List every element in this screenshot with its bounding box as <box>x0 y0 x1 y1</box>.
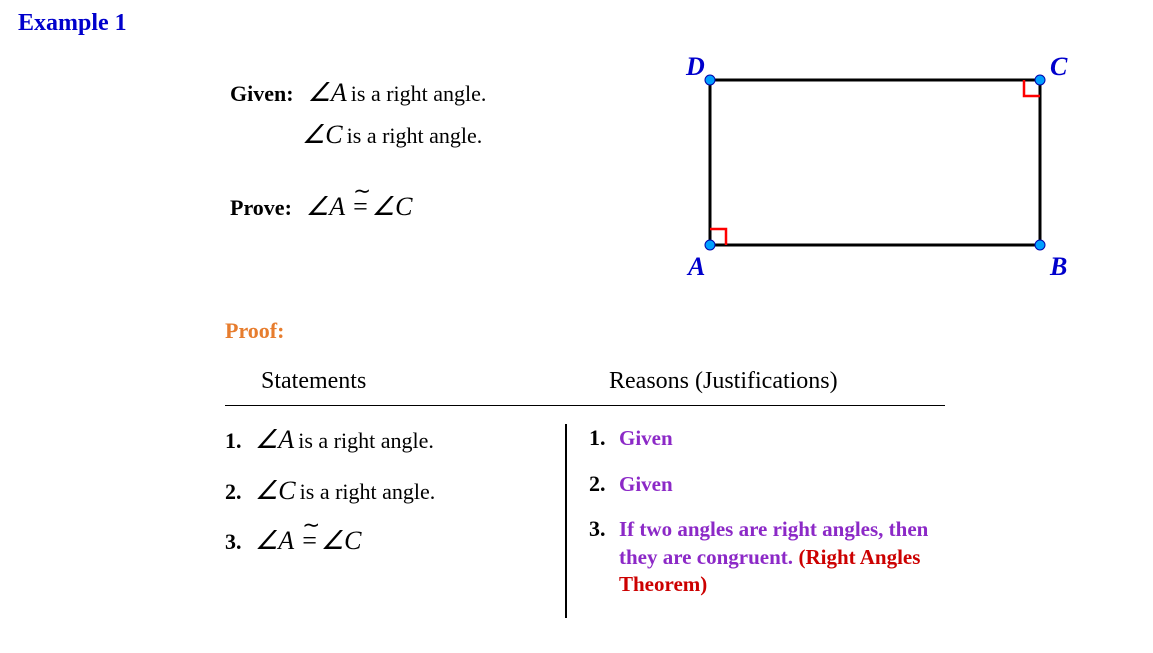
reason-text-2: Given <box>619 471 673 497</box>
vertex-b-point <box>1035 240 1045 250</box>
rectangle-shape <box>710 80 1040 245</box>
stmt-math-1: ∠A <box>255 424 294 457</box>
stmt-text-2: is a right angle. <box>300 478 436 506</box>
congruent-symbol: =∼ <box>353 192 368 222</box>
reason-text-3-wrap: If two angles are right angles, then the… <box>619 515 945 598</box>
table-body: 1. ∠A is a right angle. 2. ∠C is a right… <box>225 424 945 618</box>
vertex-label-a: A <box>686 252 705 281</box>
vertex-a-point <box>705 240 715 250</box>
stmt-num-2: 2. <box>225 478 247 506</box>
given-math-2: ∠C <box>302 120 343 150</box>
reason-text-1: Given <box>619 425 673 451</box>
vertex-label-d: D <box>685 55 705 81</box>
statement-row-2: 2. ∠C is a right angle. <box>225 475 555 508</box>
example-title: Example 1 <box>18 10 127 37</box>
given-row-2: ∠C is a right angle. <box>302 120 486 150</box>
proof-table: Statements Reasons (Justifications) 1. ∠… <box>225 368 945 618</box>
reason-row-1: 1. Given <box>589 424 945 452</box>
prove-row: Prove: ∠A =∼ ∠C <box>230 192 416 222</box>
vertex-label-b: B <box>1049 252 1067 281</box>
statement-row-1: 1. ∠A is a right angle. <box>225 424 555 457</box>
page: Example 1 Given: ∠A is a right angle. ∠C… <box>0 0 1153 653</box>
prove-label: Prove: <box>230 195 292 221</box>
vertex-c-point <box>1035 75 1045 85</box>
header-reasons: Reasons (Justifications) <box>591 368 945 395</box>
reason-num-1: 1. <box>589 424 611 452</box>
given-math-1: ∠A <box>308 78 347 108</box>
stmt-num-3: 3. <box>225 528 247 556</box>
given-label: Given: <box>230 81 294 107</box>
statement-row-3: 3. ∠A =∼ ∠C <box>225 525 555 558</box>
reason-row-2: 2. Given <box>589 470 945 498</box>
stmt-math-2: ∠C <box>255 475 296 508</box>
reason-num-2: 2. <box>589 470 611 498</box>
given-row-1: Given: ∠A is a right angle. <box>230 78 486 108</box>
prove-lhs: ∠A <box>306 192 345 222</box>
stmt3-rhs: ∠C <box>321 525 362 558</box>
reasons-column: 1. Given 2. Given 3. If two angles are r… <box>567 424 945 618</box>
prove-block: Prove: ∠A =∼ ∠C <box>230 192 416 234</box>
given-text-2: is a right angle. <box>347 123 483 149</box>
rectangle-diagram: A B C D <box>670 55 1070 285</box>
proof-label: Proof: <box>225 318 284 344</box>
reason-row-3: 3. If two angles are right angles, then … <box>589 515 945 598</box>
vertex-d-point <box>705 75 715 85</box>
given-block: Given: ∠A is a right angle. ∠C is a righ… <box>230 78 486 162</box>
stmt-text-1: is a right angle. <box>298 427 434 455</box>
reason-num-3: 3. <box>589 515 611 543</box>
header-statements: Statements <box>225 368 591 395</box>
stmt3-cong: =∼ <box>302 525 317 558</box>
vertex-label-c: C <box>1050 55 1068 81</box>
table-header: Statements Reasons (Justifications) <box>225 368 945 406</box>
stmt3-lhs: ∠A <box>255 525 294 558</box>
prove-rhs: ∠C <box>372 192 413 222</box>
given-text-1: is a right angle. <box>351 81 487 107</box>
stmt-num-1: 1. <box>225 427 247 455</box>
statements-column: 1. ∠A is a right angle. 2. ∠C is a right… <box>225 424 567 618</box>
